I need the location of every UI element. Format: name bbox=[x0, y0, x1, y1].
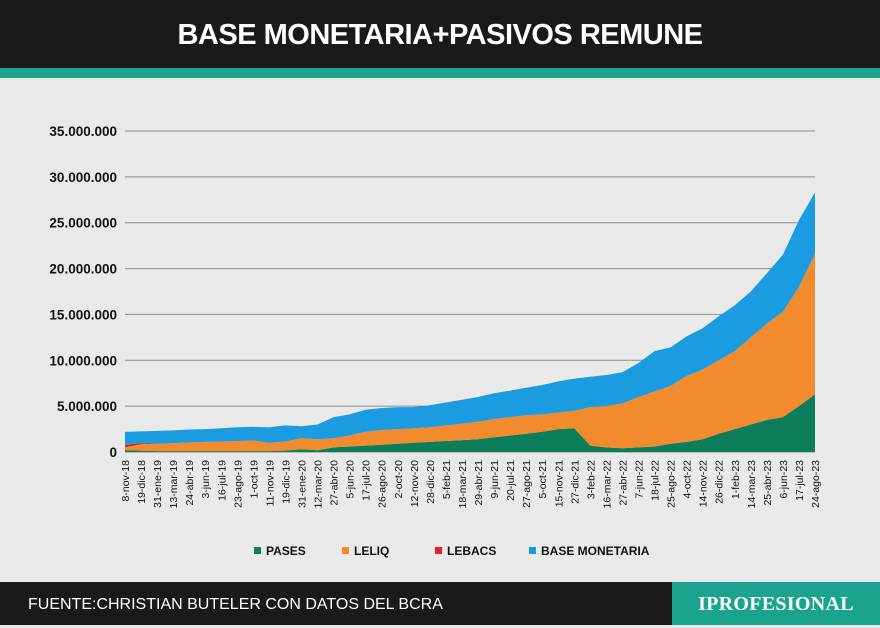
x-tick-label: 16-jul-19 bbox=[216, 460, 228, 501]
x-tick-label: 29-abr-21 bbox=[473, 460, 485, 506]
legend-label-base-monetaria: BASE MONETARIA bbox=[541, 544, 650, 558]
x-tick-label: 18-mar-21 bbox=[457, 460, 469, 509]
x-tick-label: 5-oct-21 bbox=[537, 460, 549, 499]
x-tick-label: 5-jun-20 bbox=[345, 460, 357, 499]
y-axis-ticks: 0 5.000.000 10.000.000 15.000.000 20.000.000… bbox=[49, 124, 117, 460]
y-tick-label: 15.000.000 bbox=[49, 307, 117, 322]
x-tick-label: 27-dic-21 bbox=[569, 460, 581, 504]
series-area-base-monetaria bbox=[125, 192, 815, 445]
x-tick-label: 27-abr-20 bbox=[329, 460, 341, 506]
x-tick-label: 3-feb-22 bbox=[585, 460, 597, 499]
x-tick-label: 26-dic-22 bbox=[714, 460, 726, 504]
x-tick-label: 15-nov-21 bbox=[553, 460, 565, 507]
x-tick-label: 9-jun-21 bbox=[489, 460, 501, 499]
legend-label-lebacs: LEBACS bbox=[447, 544, 496, 558]
legend-swatch-lebacs bbox=[435, 547, 442, 554]
x-tick-label: 6-jun-23 bbox=[778, 460, 790, 499]
chart-gridlines bbox=[125, 130, 815, 453]
legend-swatch-leliq bbox=[342, 547, 349, 554]
x-tick-label: 11-nov-19 bbox=[264, 460, 276, 507]
chart-title: BASE MONETARIA+PASIVOS REMUNE bbox=[177, 19, 703, 51]
legend-label-pases: PASES bbox=[266, 544, 306, 558]
x-tick-label: 8-nov-18 bbox=[120, 460, 132, 502]
stacked-area-chart: 0 5.000.000 10.000.000 15.000.000 20.000.000… bbox=[49, 124, 822, 558]
header-bar: BASE MONETARIA+PASIVOS REMUNE bbox=[0, 0, 880, 68]
x-tick-label: 4-oct-22 bbox=[682, 460, 694, 499]
x-tick-label: 7-jun-22 bbox=[633, 460, 645, 499]
chart-legend: PASES LELIQ LEBACS BASE MONETARIA bbox=[254, 544, 650, 558]
x-tick-label: 19-dic-19 bbox=[280, 460, 292, 504]
x-tick-label: 12-mar-20 bbox=[313, 460, 325, 509]
x-tick-label: 12-nov-20 bbox=[409, 460, 421, 507]
x-tick-label: 3-jun-19 bbox=[200, 460, 212, 499]
x-tick-label: 28-dic-20 bbox=[425, 460, 437, 504]
chart-series-areas bbox=[125, 192, 815, 452]
y-tick-label: 25.000.000 bbox=[49, 216, 117, 231]
header-accent-stripe bbox=[0, 68, 880, 78]
x-tick-label: 31-ene-19 bbox=[152, 460, 164, 508]
x-tick-label: 20-jul-21 bbox=[505, 460, 517, 501]
x-tick-label: 1-feb-23 bbox=[730, 460, 742, 499]
y-tick-label: 30.000.000 bbox=[49, 170, 117, 185]
x-axis-ticks: 8-nov-18 19-dic-18 31-ene-19 13-mar-19 24-ab… bbox=[120, 460, 822, 509]
legend-label-leliq: LELIQ bbox=[354, 544, 389, 558]
y-tick-label: 20.000.000 bbox=[49, 262, 117, 277]
x-tick-label: 14-mar-23 bbox=[746, 460, 758, 509]
legend-swatch-base-monetaria bbox=[529, 547, 536, 554]
x-tick-label: 27-abr-22 bbox=[617, 460, 629, 506]
x-tick-label: 17-jul-20 bbox=[361, 460, 373, 501]
x-tick-label: 23-ago-19 bbox=[232, 460, 244, 508]
legend-swatch-pases bbox=[254, 547, 261, 554]
x-tick-label: 18-jul-22 bbox=[650, 460, 662, 501]
x-tick-label: 1-oct-19 bbox=[248, 460, 260, 499]
x-tick-label: 26-ago-20 bbox=[377, 460, 389, 508]
source-credit: FUENTE:CHRISTIAN BUTELER CON DATOS DEL B… bbox=[28, 596, 443, 613]
x-tick-label: 5-feb-21 bbox=[441, 460, 453, 499]
x-tick-label: 2-oct-20 bbox=[393, 460, 405, 499]
x-tick-label: 27-ago-21 bbox=[521, 460, 533, 508]
x-tick-label: 16-mar-22 bbox=[601, 460, 613, 509]
x-tick-label: 31-ene-20 bbox=[297, 460, 309, 508]
brand-logo-box[interactable]: IPROFESIONAL bbox=[672, 582, 880, 625]
x-tick-label: 13-mar-19 bbox=[168, 460, 180, 509]
x-tick-label: 24-ago-23 bbox=[810, 460, 822, 508]
x-tick-label: 25-abr-23 bbox=[762, 460, 774, 506]
y-tick-label: 35.000.000 bbox=[49, 124, 117, 139]
x-tick-label: 24-abr-19 bbox=[184, 460, 196, 506]
x-tick-label: 17-jul-23 bbox=[794, 460, 806, 501]
series-area-leliq bbox=[125, 253, 815, 452]
x-tick-label: 25-ago-22 bbox=[666, 460, 678, 508]
series-area-pases bbox=[125, 394, 815, 452]
x-tick-label: 19-dic-18 bbox=[136, 460, 148, 504]
y-tick-label: 10.000.000 bbox=[49, 353, 117, 368]
y-tick-label: 5.000.000 bbox=[57, 399, 117, 414]
y-tick-label: 0 bbox=[109, 445, 117, 460]
brand-logo: IPROFESIONAL bbox=[698, 593, 854, 615]
x-tick-label: 14-nov-22 bbox=[698, 460, 710, 507]
